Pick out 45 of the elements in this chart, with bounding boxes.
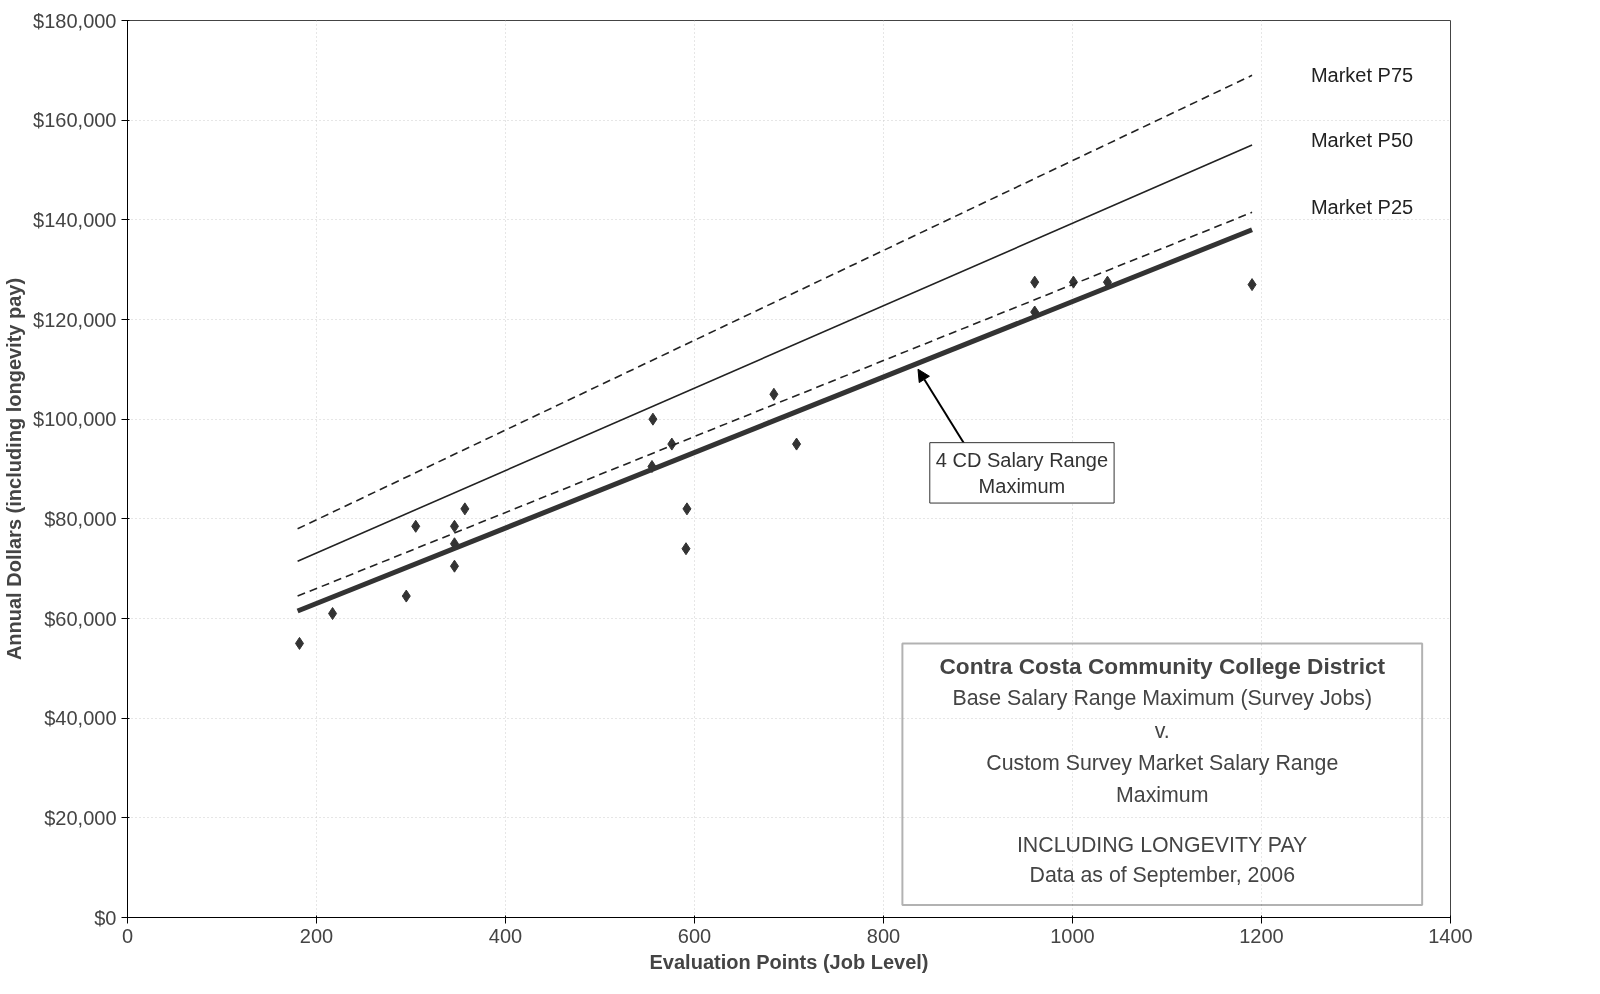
y-tick-label: $0: [94, 906, 117, 929]
text: Market P25: [1310, 196, 1414, 219]
annotation: Base Salary Range Maximum (Survey Jobs): [952, 686, 1373, 711]
y-tick-label: $160,000: [33, 109, 117, 132]
point: [682, 502, 692, 516]
text: Market P75: [1310, 64, 1414, 87]
annotation: v.: [1154, 718, 1170, 743]
point: [401, 589, 411, 603]
point: [449, 519, 459, 533]
y-axis-title: Annual Dollars (including longevity pay): [3, 277, 26, 661]
point: [449, 559, 459, 573]
y-tick-label: $120,000: [33, 308, 117, 331]
point: [1030, 275, 1040, 289]
text: 4 CD Salary Range Maximum: [935, 448, 1109, 498]
point: [411, 519, 421, 533]
x-tick-label: 800: [866, 924, 901, 947]
point: [460, 502, 470, 516]
annotation: Data as of September, 2006: [1029, 863, 1296, 888]
y-tick-label: $40,000: [44, 707, 117, 730]
x-tick-label: 400: [488, 924, 523, 947]
y-tick-label: $80,000: [44, 507, 117, 530]
annotation: INCLUDING LONGEVITY PAY: [1016, 833, 1308, 858]
x-tick-label: 1200: [1239, 924, 1284, 947]
y-tick-label: $20,000: [44, 806, 117, 829]
x-tick-label: 200: [299, 924, 334, 947]
x-tick-label: 0: [121, 924, 134, 947]
y-tick-label: $60,000: [44, 607, 117, 630]
y-tick-label: $180,000: [33, 9, 117, 32]
y-tick-label: $100,000: [33, 408, 117, 431]
point: [294, 636, 304, 650]
annotation: Contra Costa Community College District: [939, 652, 1386, 679]
point: [648, 412, 658, 426]
x-tick-label: 1400: [1428, 924, 1473, 947]
point: [769, 387, 779, 401]
x-tick-label: 600: [677, 924, 712, 947]
y-tick-label: $140,000: [33, 208, 117, 231]
x-axis-title: Evaluation Points (Job Level): [649, 950, 929, 973]
point: [792, 437, 802, 451]
point: [681, 542, 691, 556]
annotation: Custom Survey Market Salary Range: [986, 751, 1339, 776]
annotation: Maximum: [1116, 783, 1209, 808]
text: Market P50: [1310, 129, 1414, 152]
point: [328, 607, 338, 621]
point: [1247, 278, 1257, 292]
x-tick-label: 1000: [1050, 924, 1095, 947]
